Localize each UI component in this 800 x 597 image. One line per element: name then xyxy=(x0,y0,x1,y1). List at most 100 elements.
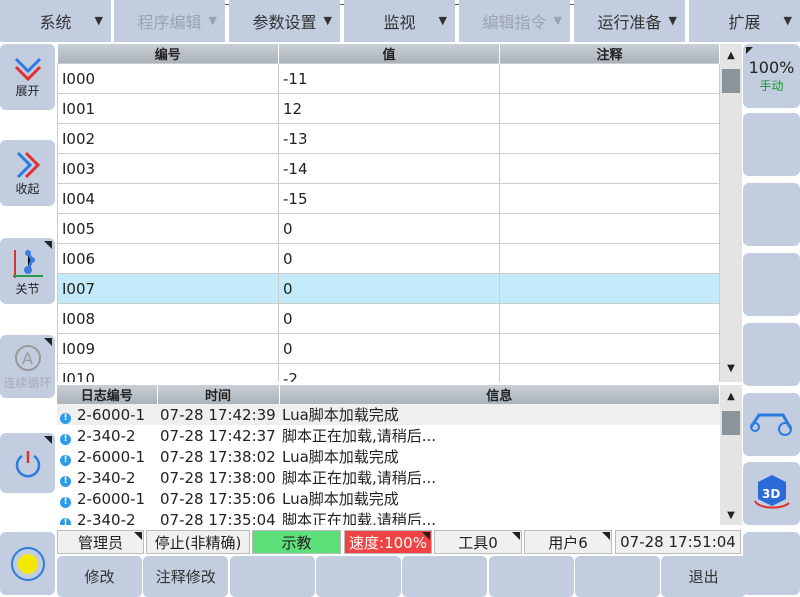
collapse-button[interactable]: 收起 xyxy=(0,140,55,206)
menu-1[interactable]: 程序编辑 ▼ xyxy=(114,0,225,42)
tool-status[interactable]: 工具0 xyxy=(434,530,522,554)
log-id: 2-340-2 xyxy=(77,510,136,529)
bottom-button-1[interactable]: 注释修改 xyxy=(143,556,229,597)
right-button-3[interactable] xyxy=(743,183,800,246)
right-button-8[interactable] xyxy=(743,532,800,595)
status-light-button[interactable] xyxy=(0,532,55,595)
user-frame-status[interactable]: 用户6 xyxy=(524,530,612,554)
teach-mode-status[interactable]: 示教 xyxy=(252,530,341,554)
log-row[interactable]: ! 2-340-2 07-28 17:38:00 脚本正在加载,请稍后... xyxy=(57,467,720,488)
table-cell: I009 xyxy=(57,333,279,364)
log-message: 脚本正在加载,请稍后... xyxy=(282,511,437,529)
robot-teach-button[interactable] xyxy=(743,393,800,456)
dropdown-arrow-icon: ▼ xyxy=(783,14,792,27)
tool-text: 工具0 xyxy=(458,533,498,552)
user-role-status[interactable]: 管理员 xyxy=(57,530,144,554)
cycle-label: 连续循环 xyxy=(3,376,52,390)
log-row[interactable]: ! 2-340-2 07-28 17:42:37 脚本正在加载,请稍后... xyxy=(57,425,720,446)
table-row[interactable]: I002 -13 xyxy=(57,123,720,154)
col-comment: 注释 xyxy=(499,44,720,64)
col-value: 值 xyxy=(278,44,500,64)
speed-text: 速度:100% xyxy=(349,533,427,552)
dropdown-arrow-icon: ▼ xyxy=(94,14,103,27)
table-cell xyxy=(499,213,720,244)
menu-4[interactable]: 编辑指令 ▼ xyxy=(459,0,570,42)
teach-mode-text: 示教 xyxy=(281,533,312,552)
table-cell: 0 xyxy=(278,303,500,334)
table-cell: 0 xyxy=(278,273,500,304)
scroll-down-icon[interactable]: ▼ xyxy=(727,363,735,374)
table-row[interactable]: I000 -11 xyxy=(57,63,720,94)
scroll-up-icon[interactable]: ▲ xyxy=(727,50,735,61)
log-scroll-up-icon[interactable]: ▲ xyxy=(727,391,735,402)
3d-view-button[interactable]: 3D xyxy=(743,462,800,525)
speed-mode-button[interactable]: 100% 手动 xyxy=(743,44,800,108)
right-button-4[interactable] xyxy=(743,253,800,316)
svg-text:3D: 3D xyxy=(762,487,780,501)
bottom-button-7[interactable]: 退出 xyxy=(661,556,747,597)
menu-6[interactable]: 扩展 ▼ xyxy=(689,0,800,42)
info-icon: ! xyxy=(60,433,71,445)
bottom-button-2[interactable] xyxy=(229,556,315,597)
info-icon: ! xyxy=(60,496,71,508)
speed-status[interactable]: 速度:100% xyxy=(344,530,432,554)
dropdown-arrow-icon: ▼ xyxy=(668,14,677,27)
scroll-thumb[interactable] xyxy=(722,69,740,93)
dropdown-arrow-icon: ▼ xyxy=(438,14,447,27)
table-cell: -11 xyxy=(278,63,500,94)
bottom-button-5[interactable] xyxy=(488,556,574,597)
log-row[interactable]: ! 2-6000-1 07-28 17:38:02 Lua脚本加载完成 xyxy=(57,446,720,467)
table-cell: I007 xyxy=(57,273,279,304)
user-role-text: 管理员 xyxy=(77,533,123,552)
table-cell: I006 xyxy=(57,243,279,274)
power-button[interactable] xyxy=(0,433,55,493)
log-row[interactable]: ! 2-340-2 07-28 17:35:04 脚本正在加载,请稍后... xyxy=(57,509,720,530)
table-row[interactable]: I008 0 xyxy=(57,303,720,334)
bottom-button-0[interactable]: 修改 xyxy=(57,556,142,597)
bottom-button-4[interactable] xyxy=(402,556,488,597)
menu-label: 程序编辑 xyxy=(137,13,202,32)
col-number: 编号 xyxy=(57,44,279,64)
log-scrollbar[interactable]: ▲ ▼ xyxy=(720,385,742,525)
table-row[interactable]: I006 0 xyxy=(57,243,720,274)
menu-3[interactable]: 监视 ▼ xyxy=(344,0,455,42)
cycle-button[interactable]: A 连续循环 xyxy=(0,335,55,398)
log-row[interactable]: ! 2-6000-1 07-28 17:42:39 Lua脚本加载完成 xyxy=(57,404,720,425)
menu-5[interactable]: 运行准备 ▼ xyxy=(574,0,685,42)
right-button-2[interactable] xyxy=(743,113,800,176)
table-row[interactable]: I005 0 xyxy=(57,213,720,244)
log-id: 2-6000-1 xyxy=(77,489,146,508)
power-icon xyxy=(15,451,40,478)
log-row[interactable]: ! 2-6000-1 07-28 17:35:06 Lua脚本加载完成 xyxy=(57,488,720,509)
table-cell: -14 xyxy=(278,153,500,184)
table-row[interactable]: I004 -15 xyxy=(57,183,720,214)
menu-2[interactable]: 参数设置 ▼ xyxy=(229,0,340,42)
table-cell xyxy=(499,303,720,334)
log-id: 2-6000-1 xyxy=(77,447,146,466)
dropdown-arrow-icon: ▼ xyxy=(208,14,217,27)
table-cell xyxy=(499,273,720,304)
table-cell: I003 xyxy=(57,153,279,184)
bottom-button-6[interactable] xyxy=(574,556,660,597)
table-row[interactable]: I007 0 xyxy=(57,273,720,304)
right-button-5[interactable] xyxy=(743,323,800,386)
log-scroll-down-icon[interactable]: ▼ xyxy=(727,510,735,521)
log-scroll-thumb[interactable] xyxy=(722,411,740,435)
table-cell: I004 xyxy=(57,183,279,214)
log-message: Lua脚本加载完成 xyxy=(282,448,399,466)
table-row[interactable]: I003 -14 xyxy=(57,153,720,184)
expand-button[interactable]: 展开 xyxy=(0,44,55,110)
expand-label: 展开 xyxy=(15,83,40,98)
variable-scrollbar[interactable]: ▲ ▼ xyxy=(720,44,742,382)
table-row[interactable]: I001 12 xyxy=(57,93,720,124)
table-row[interactable]: I009 0 xyxy=(57,333,720,364)
speed-percent: 100% xyxy=(748,58,795,77)
collapse-label: 收起 xyxy=(15,181,40,196)
table-cell xyxy=(499,153,720,184)
variable-table: 编号值注释 I000 -11 I001 12 I002 -13 I003 -14 I004 -15… xyxy=(57,44,720,394)
bottom-button-3[interactable] xyxy=(315,556,401,597)
joint-button[interactable]: 关节 xyxy=(0,238,55,304)
menu-label: 参数设置 xyxy=(252,13,317,32)
cycle-a-icon: A xyxy=(14,345,41,371)
menu-0[interactable]: 系统 ▼ xyxy=(0,0,111,42)
